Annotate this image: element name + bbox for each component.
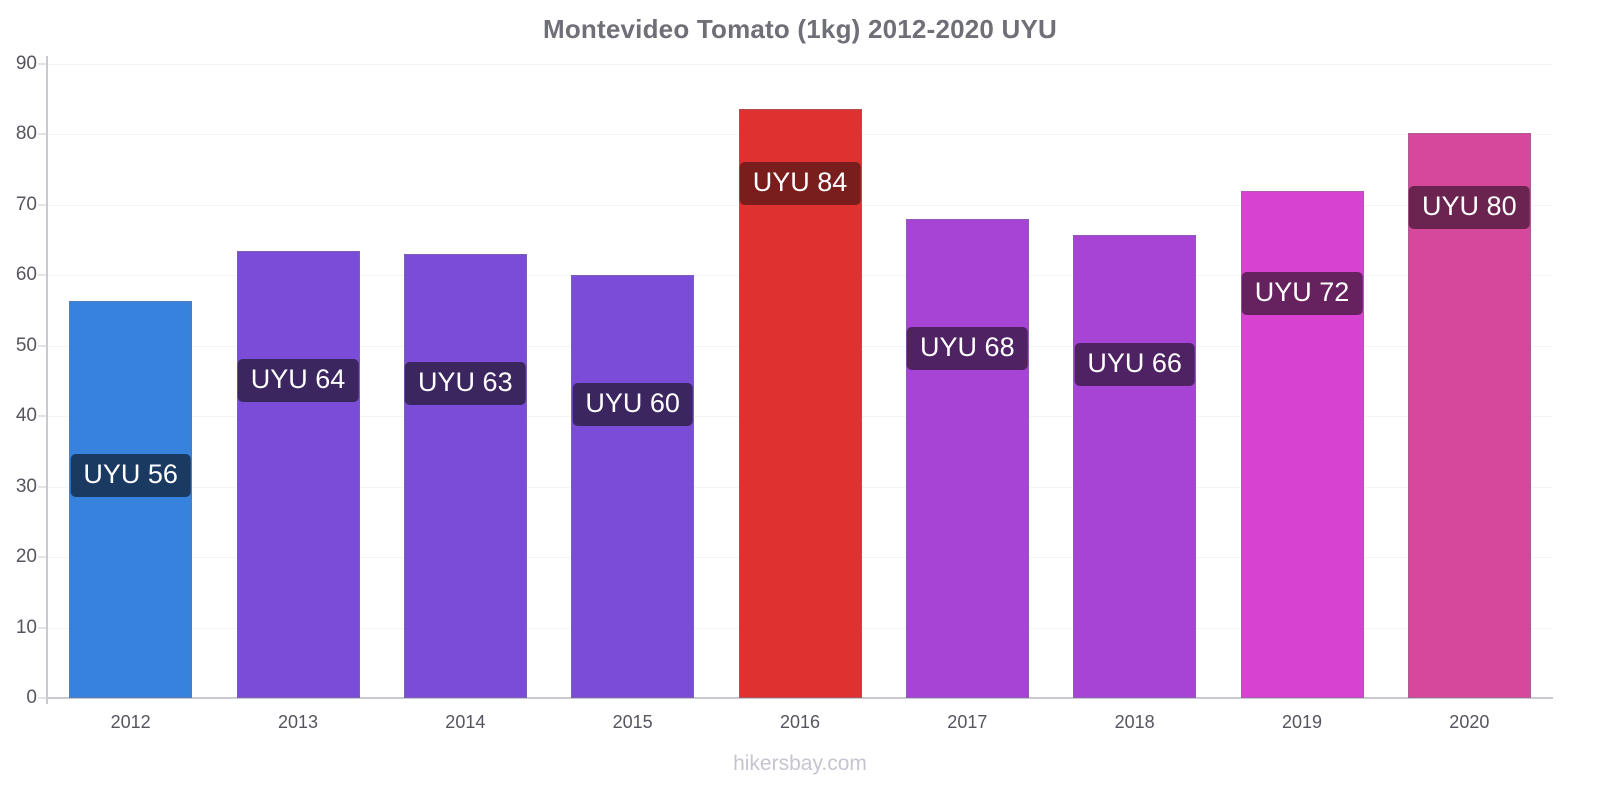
x-axis-line [47, 697, 1553, 699]
y-axis-tick-mark [38, 133, 46, 135]
x-axis-tick-label: 2018 [1114, 712, 1155, 732]
plot-area: UYU 56 UYU 64 UYU 63 UYU 60 UYU 84 UYU 68 UYU … [46, 56, 1553, 704]
bar-2012[interactable]: UYU 56 [69, 301, 193, 698]
y-axis-tick-mark [38, 556, 46, 558]
chart-title: Montevideo Tomato (1kg) 2012-2020 UYU [542, 14, 1058, 44]
x-axis-tick-label: 2017 [947, 712, 988, 732]
bar-2017[interactable]: UYU 68 [905, 218, 1029, 698]
y-axis-tick-mark [38, 415, 46, 417]
y-axis-tick-label: 20 [15, 546, 37, 568]
y-axis-tick-label: 40 [15, 405, 37, 427]
x-axis-tick-label: 2016 [779, 712, 821, 732]
y-axis-tick-label: 50 [15, 334, 37, 356]
y-axis-tick-mark [38, 204, 46, 206]
y-axis-tick-label: 60 [15, 264, 37, 286]
y-axis-tick-mark [38, 274, 46, 276]
x-axis-tick-label: 2013 [277, 712, 319, 732]
gridline [47, 64, 1553, 65]
y-axis-tick-mark [38, 627, 46, 629]
y-axis-tick-label: 30 [15, 475, 37, 497]
bar-2014[interactable]: UYU 63 [403, 253, 527, 698]
bar-value-label: UYU 80 [1409, 186, 1530, 230]
y-axis-tick-mark [38, 63, 46, 65]
x-axis-tick-label: 2014 [445, 712, 486, 732]
y-axis-tick-mark [38, 345, 46, 347]
bar-value-label: UYU 56 [70, 454, 191, 498]
y-axis-tick-mark [38, 697, 46, 699]
bar-2013[interactable]: UYU 64 [236, 250, 360, 698]
bar-2019[interactable]: UYU 72 [1240, 190, 1364, 698]
x-axis-tick-label: 2020 [1449, 712, 1490, 732]
x-axis-tick-label: 2012 [110, 712, 151, 732]
y-axis-tick-label: 70 [15, 193, 37, 215]
bar-value-label: UYU 68 [907, 326, 1028, 370]
footer-credit: hikersbay.com [733, 752, 867, 775]
y-axis-line [46, 56, 48, 704]
y-axis-tick-label: 90 [15, 53, 37, 74]
bar-value-label: UYU 60 [572, 383, 693, 427]
bar-value-label: UYU 63 [405, 361, 526, 405]
bar-value-label: UYU 72 [1241, 271, 1363, 315]
bar-2016[interactable]: UYU 84 [738, 109, 862, 698]
y-axis-tick-label: 80 [15, 123, 37, 145]
bar-value-label: UYU 84 [739, 162, 861, 206]
bar-value-label: UYU 66 [1074, 343, 1195, 387]
x-axis-tick-label: 2019 [1281, 712, 1323, 732]
y-axis-tick-label: 10 [15, 616, 37, 638]
x-axis-tick-label: 2015 [612, 712, 653, 732]
y-axis-tick-mark [38, 486, 46, 488]
bar-value-label: UYU 64 [237, 358, 359, 402]
bar-2018[interactable]: UYU 66 [1073, 235, 1197, 698]
y-axis-tick-label: 0 [26, 687, 37, 708]
bar-2020[interactable]: UYU 80 [1407, 133, 1531, 698]
bar-2015[interactable]: UYU 60 [571, 275, 695, 698]
